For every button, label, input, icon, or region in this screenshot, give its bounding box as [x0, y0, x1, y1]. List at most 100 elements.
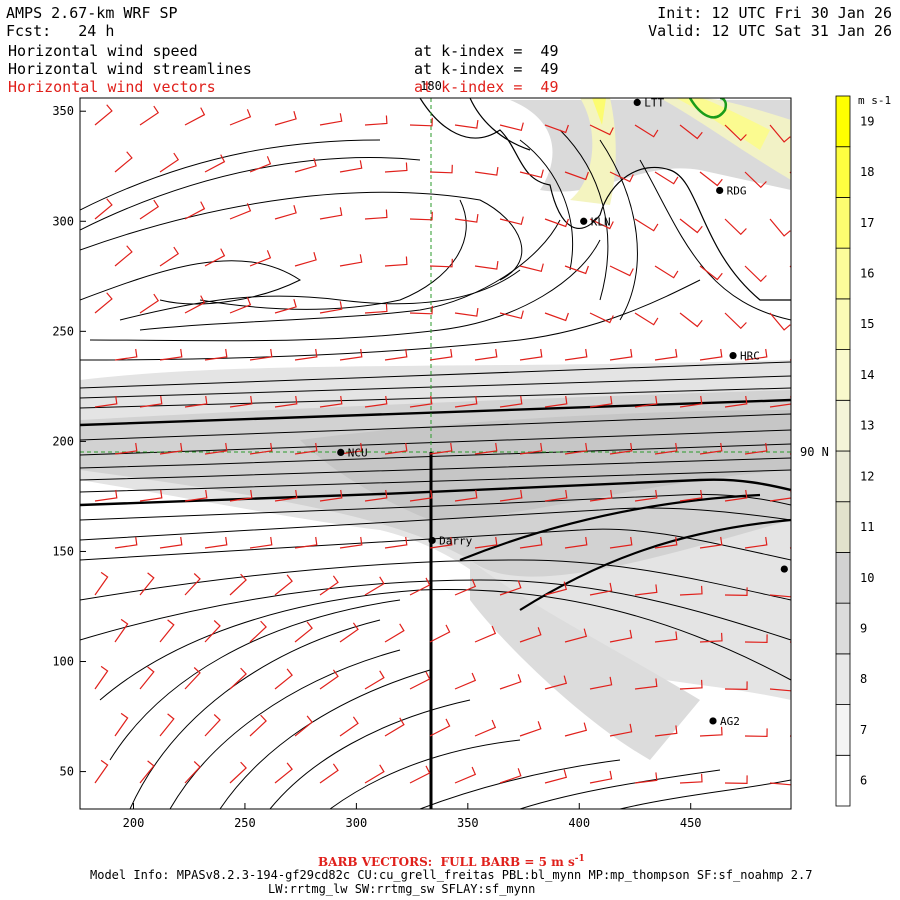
wind-barb: [544, 124, 569, 134]
coastline: [419, 98, 791, 301]
wind-barb: [274, 489, 298, 502]
wind-barb: [699, 726, 723, 737]
wind-barb: [499, 216, 524, 226]
wind-barb: [609, 536, 633, 549]
wind-barb: [139, 572, 155, 596]
wind-barb: [744, 536, 768, 549]
field-level: at k-index = 49: [414, 42, 559, 60]
colorbar: 6 7 8 9 10 11 12 13 14 15 16 17 18 19: [835, 95, 874, 807]
y-axis: 350 300 250 200 150 100 50: [52, 104, 86, 779]
wind-barb: [679, 395, 703, 408]
wind-barb: [544, 581, 568, 596]
wind-barb: [114, 442, 138, 455]
forecast-hour: Fcst: 24 h: [6, 22, 115, 40]
wind-barb: [204, 714, 221, 737]
wind-barb: [789, 641, 791, 643]
wind-barb: [769, 782, 791, 786]
wind-barb: [564, 628, 588, 643]
wind-barb: [744, 634, 768, 644]
wind-barb: [184, 667, 201, 690]
wind-barb: [229, 203, 252, 220]
wind-barb: [654, 631, 678, 643]
wind-barb: [564, 171, 589, 181]
colorbar-cell: [835, 197, 851, 249]
model-title: AMPS 2.67-km WRF SP: [6, 4, 178, 22]
wind-barb: [294, 252, 317, 267]
wind-barb: [499, 489, 523, 502]
wind-barb: [634, 678, 658, 690]
wind-barb: [544, 489, 568, 502]
wind-barb: [519, 442, 543, 455]
wind-barb: [249, 348, 273, 361]
y-tick-label: 50: [60, 765, 74, 779]
wind-barb: [274, 668, 293, 690]
wind-barb: [339, 622, 359, 643]
wind-barb: [474, 719, 497, 737]
wind-barb: [564, 536, 588, 549]
wind-barb: [159, 442, 183, 455]
wind-barb: [769, 124, 791, 143]
wind-barb: [519, 721, 542, 737]
wind-barb: [409, 117, 433, 127]
stations: LTT RDG KLN HRC NCU Darry AG2: [337, 96, 788, 728]
colorbar-label: 11: [860, 520, 874, 534]
wind-barb: [474, 536, 498, 549]
wind-barb: [744, 348, 768, 361]
wind-barb: [769, 489, 791, 502]
colorbar-label: 14: [860, 368, 874, 382]
wind-barb: [609, 442, 633, 455]
x-tick-label: 400: [568, 816, 590, 830]
wind-barb: [339, 716, 359, 737]
wind-barb: [364, 395, 388, 408]
wind-barb: [364, 115, 388, 126]
wind-barb: [139, 666, 155, 690]
wind-barb: [384, 256, 408, 267]
wind-barb: [564, 265, 589, 275]
wind-barb: [589, 676, 613, 690]
wind-barb: [229, 297, 252, 314]
wind-barb: [429, 258, 453, 268]
wind-barb: [789, 171, 791, 175]
wind-barb: [499, 768, 522, 784]
wind-barb: [499, 395, 523, 408]
wind-barb: [744, 171, 767, 189]
wind-barb: [679, 489, 703, 502]
wind-barb: [204, 248, 226, 267]
wind-barb: [249, 620, 267, 643]
wind-barb: [654, 171, 679, 185]
wind-barb: [319, 395, 343, 408]
wind-barb: [114, 151, 133, 173]
wind-barb: [609, 629, 633, 643]
wind-barb: [519, 169, 544, 179]
station-marker: [709, 717, 717, 725]
meridian-label: 180: [420, 79, 442, 93]
colorbar-label: 16: [860, 267, 874, 281]
wind-barb: [589, 312, 614, 324]
wind-barb: [724, 395, 748, 408]
model-info-physics: LW:rrtmg_lw SW:rrtmg_sw SFLAY:sf_mynn: [268, 882, 536, 896]
wind-barb: [204, 154, 226, 173]
wind-barb: [724, 218, 747, 236]
wind-barb: [429, 442, 453, 455]
colorbar-cell: [835, 602, 851, 655]
barb-note-exponent: -1: [574, 854, 585, 864]
y-tick-label: 300: [52, 214, 74, 228]
station-marker: [337, 448, 345, 456]
wind-barb: [589, 582, 613, 596]
barb-note-text: BARB VECTORS: FULL BARB = 5 m s: [318, 855, 575, 869]
wind-barb: [364, 576, 385, 596]
wind-barb: [339, 348, 363, 361]
colorbar-cell: [835, 704, 851, 756]
station-marker: [729, 351, 737, 360]
wind-barb: [699, 265, 723, 281]
wind-barb: [499, 580, 522, 596]
wind-barb: [429, 718, 451, 737]
wind-barb: [384, 162, 408, 173]
wind-barb: [519, 627, 542, 643]
x-tick-label: 300: [346, 816, 368, 830]
colorbar-cell: [835, 146, 851, 198]
wind-barb: [184, 573, 201, 596]
wind-barb: [229, 395, 253, 408]
x-tick-label: 200: [123, 816, 145, 830]
wind-barb: [159, 152, 180, 173]
